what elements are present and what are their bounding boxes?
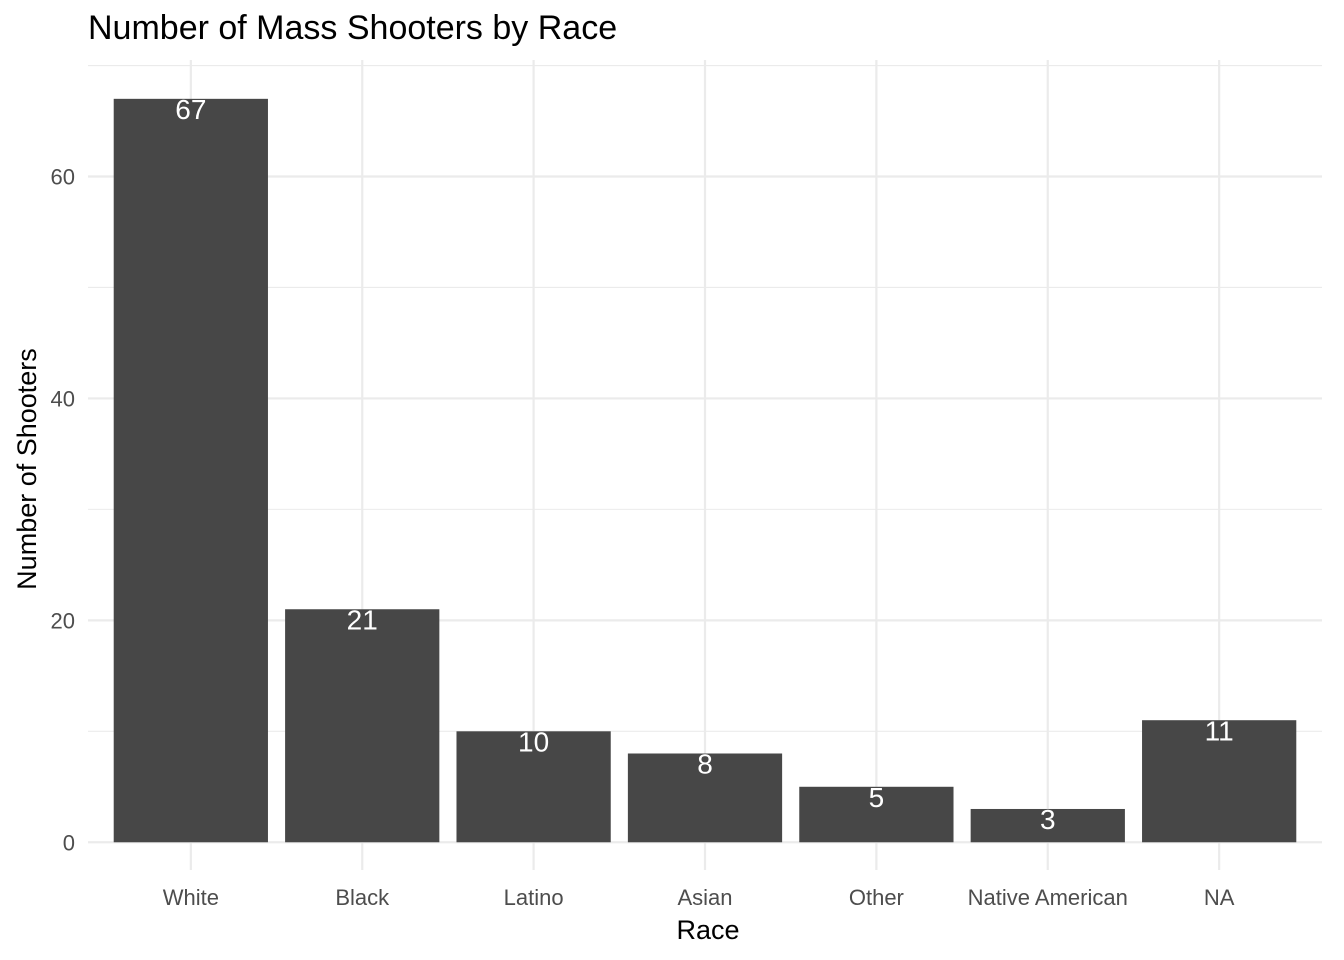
y-tick-label: 60 — [51, 165, 75, 190]
data-label: 8 — [697, 749, 713, 780]
bar-other — [799, 786, 954, 843]
data-label: 10 — [518, 726, 549, 757]
bar-white — [113, 98, 268, 843]
x-tick-label: Black — [335, 885, 390, 910]
x-tick-label: NA — [1204, 885, 1235, 910]
data-labels-layer: 67 21 10 8 5 3 11 — [175, 94, 1233, 835]
data-label: 21 — [347, 604, 378, 635]
bar-black — [285, 609, 440, 843]
bar-native-american — [970, 808, 1125, 843]
x-axis-title: Race — [676, 915, 739, 945]
x-tick-label: White — [163, 885, 219, 910]
bars-layer — [113, 98, 1297, 843]
x-tick-label: Latino — [504, 885, 564, 910]
y-tick-label: 0 — [63, 830, 75, 855]
tick-labels-layer: 0 20 40 60 White Black Latino Asian Other Native … — [51, 165, 1235, 910]
data-label: 5 — [869, 782, 885, 813]
data-label: 3 — [1040, 804, 1056, 835]
y-axis-title: Number of Shooters — [12, 348, 42, 590]
bar-latino — [456, 731, 611, 843]
y-tick-label: 20 — [51, 608, 75, 633]
x-tick-label: Native American — [968, 885, 1128, 910]
data-label: 67 — [175, 94, 206, 125]
bar-na — [1142, 720, 1297, 843]
x-tick-label: Asian — [677, 885, 732, 910]
data-label: 11 — [1205, 715, 1234, 746]
bar-asian — [627, 753, 783, 843]
y-tick-label: 40 — [51, 386, 75, 411]
x-tick-label: Other — [849, 885, 904, 910]
chart-title: Number of Mass Shooters by Race — [88, 9, 617, 47]
